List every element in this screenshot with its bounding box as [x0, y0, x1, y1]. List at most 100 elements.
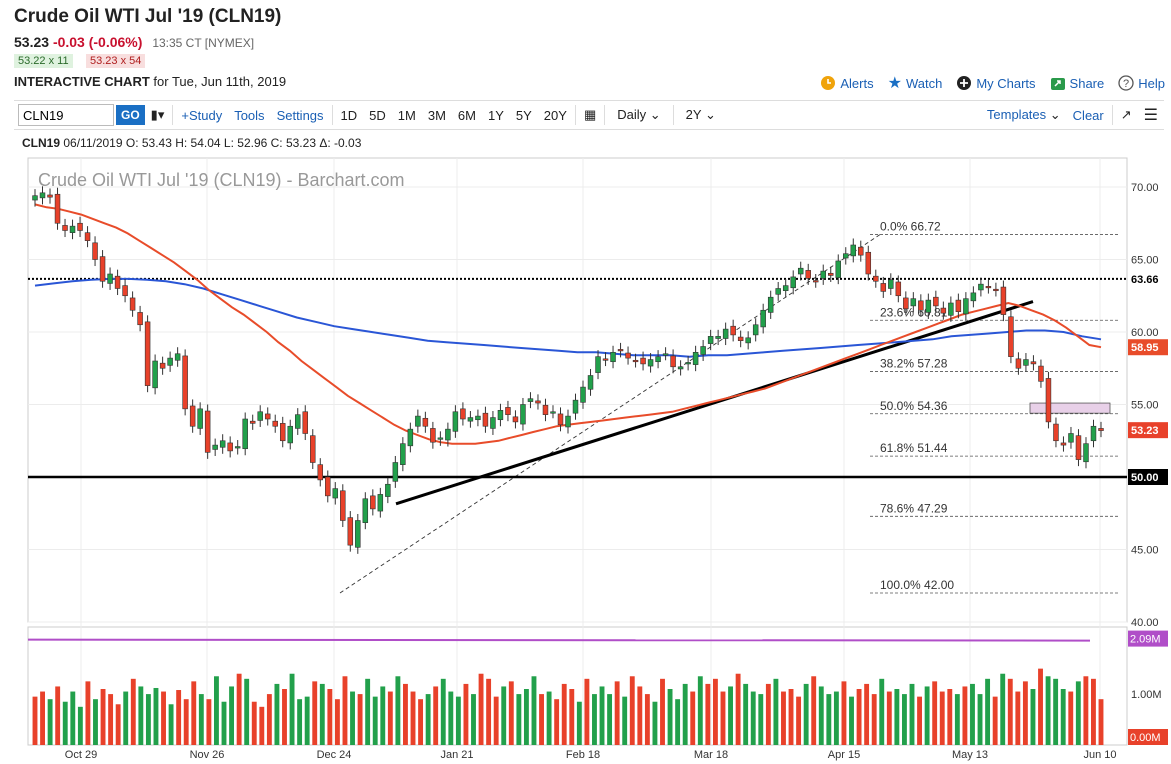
- candle: [407, 422, 414, 453]
- chart-type-icon[interactable]: ▮▾: [150, 107, 165, 122]
- candle: [99, 250, 106, 288]
- period-1m[interactable]: 1M: [397, 107, 416, 123]
- fib-label: 61.8% 51.44: [880, 441, 948, 455]
- volume-bar: [886, 691, 892, 745]
- volume-bar: [1068, 691, 1074, 745]
- help-link[interactable]: ? Help: [1118, 75, 1165, 91]
- settings-button[interactable]: Settings: [276, 107, 324, 123]
- volume-bar: [1053, 678, 1059, 745]
- candle: [490, 411, 496, 435]
- interval-select[interactable]: Daily ⌄: [607, 107, 670, 123]
- watch-link[interactable]: ★ Watch: [888, 73, 943, 93]
- candle-body: [963, 298, 969, 315]
- candle: [272, 414, 278, 433]
- range-select[interactable]: 2Y ⌄: [676, 107, 726, 123]
- templates-select[interactable]: Templates ⌄: [981, 107, 1067, 123]
- x-tick-label: Nov 26: [190, 749, 225, 761]
- candle: [685, 355, 691, 371]
- expand-icon[interactable]: ↗: [1120, 107, 1132, 122]
- candle-body: [850, 244, 857, 257]
- volume-bar: [811, 676, 817, 745]
- candle-body: [625, 352, 631, 359]
- candle-body: [460, 408, 466, 420]
- candle-body: [580, 386, 586, 403]
- volume-bar: [826, 694, 832, 745]
- candle: [1030, 355, 1037, 371]
- candle-body: [955, 299, 962, 313]
- candle: [310, 429, 316, 470]
- volume-bar: [93, 699, 98, 745]
- candle: [963, 292, 969, 321]
- period-1y[interactable]: 1Y: [487, 107, 504, 123]
- period-20y[interactable]: 20Y: [543, 107, 567, 123]
- volume-bar: [622, 696, 628, 745]
- candle: [482, 406, 489, 433]
- volume-bar: [380, 686, 386, 745]
- candle: [925, 293, 932, 319]
- top-links: Alerts ★ Watch My Charts Share ? Help: [820, 73, 1165, 93]
- my-charts-link[interactable]: My Charts: [956, 75, 1036, 91]
- candle-body: [505, 407, 511, 415]
- go-button[interactable]: GO: [116, 105, 145, 125]
- volume-bar: [531, 676, 537, 745]
- candle: [730, 319, 736, 342]
- candle: [400, 437, 406, 472]
- volume-bar: [1090, 678, 1096, 745]
- study-button[interactable]: +Study: [181, 107, 223, 123]
- calendar-icon[interactable]: ▦: [583, 107, 597, 122]
- candle-body: [752, 324, 759, 336]
- ohlc-values: 06/11/2019 O: 53.43 H: 54.04 L: 52.96 C:…: [63, 136, 362, 150]
- period-5y[interactable]: 5Y: [515, 107, 532, 123]
- volume-bar: [206, 699, 212, 745]
- volume-bar: [871, 694, 877, 745]
- alerts-link[interactable]: Alerts: [820, 75, 874, 91]
- resistance-badge: 63.66: [1131, 274, 1159, 286]
- volume-bar: [803, 683, 809, 745]
- volume-ma-badge: 2.09M: [1130, 634, 1161, 646]
- clear-button[interactable]: Clear: [1072, 107, 1104, 123]
- my-charts-label: My Charts: [976, 75, 1036, 91]
- menu-icon[interactable]: ☰: [1143, 107, 1158, 124]
- volume-bar: [841, 681, 847, 745]
- volume-bar: [592, 694, 597, 745]
- last-price-badge: 53.23: [1131, 425, 1159, 437]
- candle-body: [602, 358, 609, 361]
- range-value: 2Y: [685, 107, 702, 122]
- volume-bar: [1060, 689, 1066, 745]
- period-6m[interactable]: 6M: [457, 107, 476, 123]
- candle-body: [948, 302, 954, 316]
- volume-bar: [130, 678, 136, 745]
- candle: [880, 276, 887, 298]
- candle-body: [925, 299, 932, 313]
- candle: [617, 342, 624, 358]
- candle: [670, 349, 676, 374]
- period-3m[interactable]: 3M: [427, 107, 446, 123]
- tools-button[interactable]: Tools: [234, 107, 265, 123]
- candle: [355, 513, 361, 554]
- candle-body: [715, 336, 721, 339]
- candle: [707, 329, 714, 351]
- candle-body: [385, 483, 391, 497]
- volume-bar: [705, 683, 711, 745]
- period-5d[interactable]: 5D: [369, 107, 386, 123]
- candle-body: [114, 275, 121, 289]
- candle: [1038, 359, 1044, 388]
- candle-body: [490, 417, 496, 429]
- y-tick-label: 55.00: [1131, 400, 1159, 412]
- candle-body: [159, 362, 166, 369]
- candle-body: [970, 292, 977, 302]
- candle-body: [445, 428, 451, 441]
- candle: [242, 412, 248, 456]
- symbol-input[interactable]: [18, 104, 114, 126]
- candle: [92, 236, 98, 267]
- period-1d[interactable]: 1D: [340, 107, 358, 123]
- candle-body: [542, 404, 549, 415]
- candle: [377, 487, 384, 518]
- share-link[interactable]: Share: [1050, 75, 1104, 91]
- candle-body: [993, 288, 999, 292]
- fib-label: 50.0% 54.36: [880, 399, 948, 413]
- volume-bar: [901, 694, 907, 745]
- last-price-badge-bg: [1128, 422, 1168, 439]
- star-icon: ★: [887, 75, 902, 92]
